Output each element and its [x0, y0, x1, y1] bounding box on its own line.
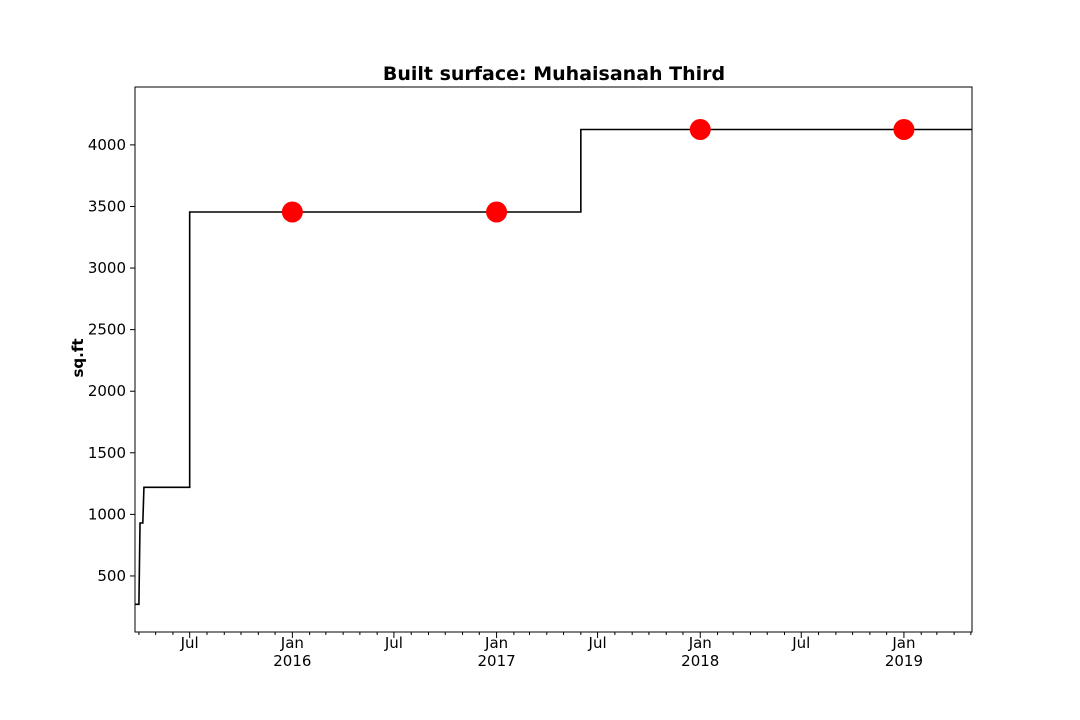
data-point-marker — [486, 201, 508, 223]
y-tick-label: 3500 — [88, 197, 126, 215]
x-tick-label: Jul — [180, 634, 199, 652]
data-point-marker — [689, 118, 711, 140]
axes-frame — [134, 86, 973, 633]
x-tick-year-label: 2019 — [885, 652, 923, 670]
x-tick-year-label: 2016 — [273, 652, 311, 670]
y-tick-label: 4000 — [88, 136, 126, 154]
y-axis-label: sq.ft — [69, 338, 87, 377]
x-tick-label: Jan — [484, 634, 508, 652]
x-tick-year-label: 2018 — [681, 652, 719, 670]
y-tick-label: 3000 — [88, 259, 126, 277]
data-point-marker — [281, 201, 303, 223]
y-tick-label: 2500 — [88, 321, 126, 339]
chart-title: Built surface: Muhaisanah Third — [383, 63, 725, 85]
x-tick-label: Jul — [384, 634, 403, 652]
x-tick-label: Jan — [891, 634, 915, 652]
x-tick-label: Jan — [688, 634, 712, 652]
x-tick-label: Jul — [588, 634, 607, 652]
y-tick-label: 1500 — [88, 444, 126, 462]
x-tick-year-label: 2017 — [477, 652, 515, 670]
y-tick-label: 1000 — [88, 505, 126, 523]
data-point-marker — [893, 118, 915, 140]
x-tick-label: Jan — [280, 634, 304, 652]
y-tick-label: 500 — [97, 567, 126, 585]
y-tick-label: 2000 — [88, 382, 126, 400]
x-tick-label: Jul — [791, 634, 810, 652]
step-series-line — [135, 128, 972, 606]
